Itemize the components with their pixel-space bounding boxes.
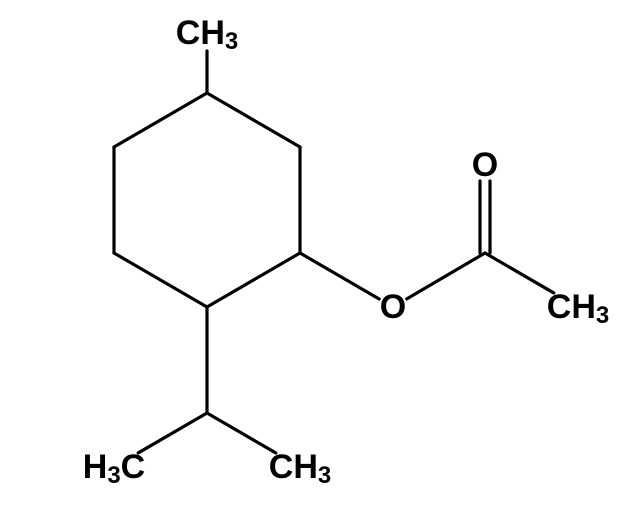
bond-line — [207, 93, 300, 147]
atom-label-me1: CH3 — [176, 14, 238, 55]
bond-line — [138, 413, 207, 453]
bond-line — [114, 93, 207, 147]
atom-label-oE: O — [380, 288, 406, 326]
molecule-svg: CH3 H3C CH3 O O CH3 — [0, 0, 640, 520]
atom-label-ipr2: CH3 — [269, 448, 331, 489]
bond-line — [300, 253, 379, 299]
bond-line — [114, 253, 207, 307]
bond-line — [207, 253, 300, 307]
atom-label-oD: O — [472, 146, 498, 184]
atom-label-ipr1: H3C — [83, 448, 145, 489]
bond-line — [407, 253, 485, 299]
atom-label-me2: CH3 — [547, 288, 609, 329]
bond-line — [485, 253, 554, 293]
bond-line — [207, 413, 276, 453]
